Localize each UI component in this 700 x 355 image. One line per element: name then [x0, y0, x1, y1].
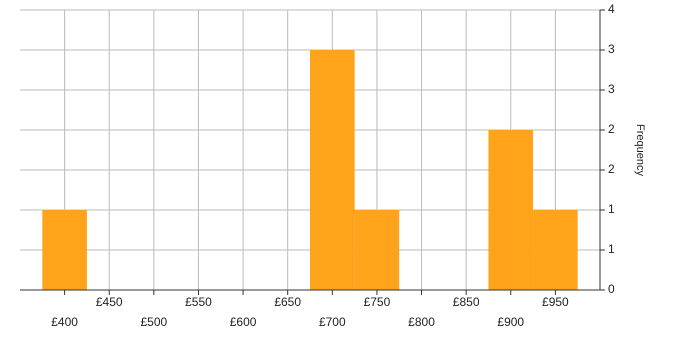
x-tick-label: £450 — [96, 295, 123, 309]
x-tick-label: £900 — [497, 315, 524, 329]
y-tick-label: 3 — [608, 42, 615, 56]
bar — [310, 50, 355, 290]
y-tick-label: 2 — [608, 122, 615, 136]
y-tick-label: 0 — [608, 282, 615, 296]
bar — [354, 210, 400, 290]
y-tick-label: 3 — [608, 82, 615, 96]
y-tick-label: 4 — [608, 2, 615, 16]
bar — [488, 130, 534, 290]
y-tick-label: 2 — [608, 162, 615, 176]
x-tick-label: £950 — [542, 295, 569, 309]
y-tick-label: 1 — [608, 202, 615, 216]
y-axis-label: Frequency — [634, 124, 646, 176]
x-tick-label: £800 — [408, 315, 435, 329]
x-tick-label: £650 — [274, 295, 301, 309]
bar — [42, 210, 87, 290]
x-tick-label: £850 — [453, 295, 480, 309]
x-tick-label: £550 — [185, 295, 212, 309]
x-tick-label: £500 — [140, 315, 167, 329]
x-tick-label: £700 — [319, 315, 346, 329]
x-tick-label: £400 — [51, 315, 78, 329]
y-tick-label: 1 — [608, 242, 615, 256]
x-tick-label: £600 — [230, 315, 257, 329]
bar — [533, 210, 578, 290]
x-tick-label: £750 — [364, 295, 391, 309]
